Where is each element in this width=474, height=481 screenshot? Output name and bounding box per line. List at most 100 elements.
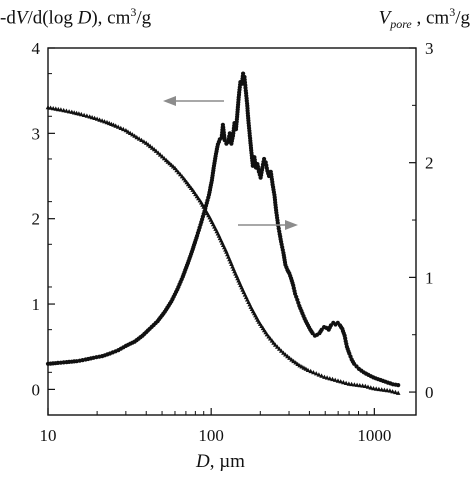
pore-volume-point bbox=[273, 342, 278, 347]
pore-volume-point bbox=[279, 348, 284, 353]
legend-arrows bbox=[163, 96, 298, 230]
x-tick-label: 1000 bbox=[357, 426, 391, 445]
pore-volume-point bbox=[341, 379, 346, 385]
pore-volume-point bbox=[311, 370, 316, 375]
pore-volume-point bbox=[113, 123, 118, 128]
pore-volume-point bbox=[360, 383, 365, 388]
y-right-label-tail: /g bbox=[455, 7, 470, 29]
x-tick-label: 10 bbox=[40, 426, 57, 445]
pore-volume-point bbox=[387, 388, 393, 393]
distribution-point bbox=[241, 71, 246, 76]
pore-volume-point bbox=[393, 389, 398, 395]
pore-volume-point bbox=[92, 115, 97, 120]
pore-volume-point bbox=[363, 383, 368, 388]
y-right-tick-label: 0 bbox=[425, 383, 434, 402]
y-left-tick-label: 0 bbox=[32, 380, 41, 399]
y-right-label-exponent: 3 bbox=[449, 5, 456, 19]
y-left-tick-label: 2 bbox=[32, 210, 41, 229]
pore-volume-point bbox=[371, 386, 376, 391]
y-left-tick-label: 3 bbox=[32, 124, 41, 143]
y-right-label-subscript: pore bbox=[390, 17, 412, 32]
pore-volume-point bbox=[327, 376, 333, 381]
y-left-label-tail: /g bbox=[136, 7, 152, 29]
y-left-tick-label: 1 bbox=[32, 295, 41, 314]
y-right-tick-label: 3 bbox=[425, 39, 434, 58]
pore-volume-point bbox=[319, 373, 324, 378]
pore-volume-point bbox=[365, 384, 371, 389]
pore-volume-point bbox=[330, 376, 335, 382]
x-axis-label: D, µm bbox=[196, 451, 245, 473]
pore-volume-point bbox=[313, 371, 319, 376]
plot-frame bbox=[47, 47, 417, 416]
pore-volume-point bbox=[395, 390, 401, 395]
pore-volume-point bbox=[349, 381, 354, 387]
y-right-tick-label: 2 bbox=[425, 154, 434, 173]
pore-volume-point bbox=[324, 375, 330, 380]
pore-volume-point bbox=[281, 350, 286, 355]
pore-volume-point bbox=[139, 137, 144, 142]
pore-volume-point bbox=[130, 132, 135, 137]
y-axis-left-label: -dV/d(log D), cm3/g bbox=[0, 5, 151, 29]
distribution-point bbox=[222, 138, 227, 143]
pore-volume-point bbox=[102, 119, 107, 124]
x-tick-label: 100 bbox=[198, 426, 224, 445]
pore-volume-point bbox=[354, 382, 360, 387]
left-axis-arrow-head bbox=[163, 96, 176, 106]
pore-volume-point bbox=[84, 113, 90, 118]
pore-volume-point bbox=[58, 107, 64, 112]
pore-volume-point bbox=[141, 139, 147, 144]
pore-volume-point bbox=[64, 108, 69, 113]
pore-volume-point bbox=[368, 385, 374, 390]
y-left-label-var-v: V bbox=[15, 7, 28, 29]
pore-volume-point bbox=[161, 156, 167, 161]
pore-volume-point bbox=[157, 152, 163, 157]
y-left-label-exponent: 3 bbox=[130, 5, 137, 19]
pore-volume-point bbox=[287, 355, 292, 360]
y-right-tick-label: 1 bbox=[425, 268, 434, 287]
pore-volume-point bbox=[174, 167, 179, 173]
pore-volume-point bbox=[390, 389, 395, 394]
right-axis-arrow-head bbox=[285, 220, 298, 230]
y-right-label-unit: , cm bbox=[411, 7, 450, 29]
pore-volume-point bbox=[285, 353, 290, 359]
pore-volume-point bbox=[97, 117, 102, 122]
pore-volume-point bbox=[121, 126, 126, 132]
pore-volume-point bbox=[357, 383, 363, 388]
y-left-label-var-d: D bbox=[77, 7, 92, 29]
pore-volume-point bbox=[99, 118, 105, 123]
pore-volume-point bbox=[127, 130, 133, 135]
axes: 10 100 1000 0 1 2 3 4 0 1 2 3 bbox=[32, 39, 434, 445]
pore-volume-point bbox=[134, 134, 140, 140]
pore-volume-point bbox=[275, 344, 280, 349]
pore-volume-point bbox=[132, 133, 137, 138]
pore-volume-point bbox=[155, 150, 161, 155]
pore-volume-point bbox=[94, 116, 100, 121]
pore-volume-point bbox=[376, 386, 382, 392]
pore-volume-point bbox=[335, 378, 341, 383]
pore-volume-point bbox=[136, 136, 142, 141]
pore-volume-point bbox=[332, 377, 338, 382]
y-left-tick-label: 4 bbox=[32, 39, 41, 58]
pore-volume-point bbox=[79, 111, 84, 117]
x-label-var: D bbox=[196, 451, 210, 472]
pore-volume-point bbox=[384, 387, 390, 393]
pore-volume-point bbox=[373, 386, 379, 391]
pore-volume-point bbox=[346, 381, 352, 386]
pore-volume-point bbox=[322, 374, 327, 379]
y-right-label-var: V bbox=[378, 7, 391, 29]
pore-volume-point bbox=[352, 382, 357, 387]
pore-volume-point bbox=[153, 148, 159, 153]
pore-volume-point bbox=[343, 380, 349, 385]
y-axis-right-label: Vpore , cm3/g bbox=[379, 5, 470, 32]
y-left-label-unit: ), cm bbox=[91, 7, 131, 29]
y-left-label-mid: /d(log bbox=[27, 7, 78, 29]
pore-volume-point bbox=[305, 367, 311, 372]
pore-volume-point bbox=[66, 109, 72, 114]
distribution-point bbox=[396, 383, 401, 388]
pore-volume-point bbox=[81, 112, 87, 117]
pore-volume-point bbox=[159, 154, 165, 159]
pore-volume-point bbox=[316, 372, 322, 377]
series-2-line bbox=[47, 107, 399, 394]
distribution-point bbox=[262, 156, 267, 162]
pore-volume-point bbox=[125, 129, 131, 134]
